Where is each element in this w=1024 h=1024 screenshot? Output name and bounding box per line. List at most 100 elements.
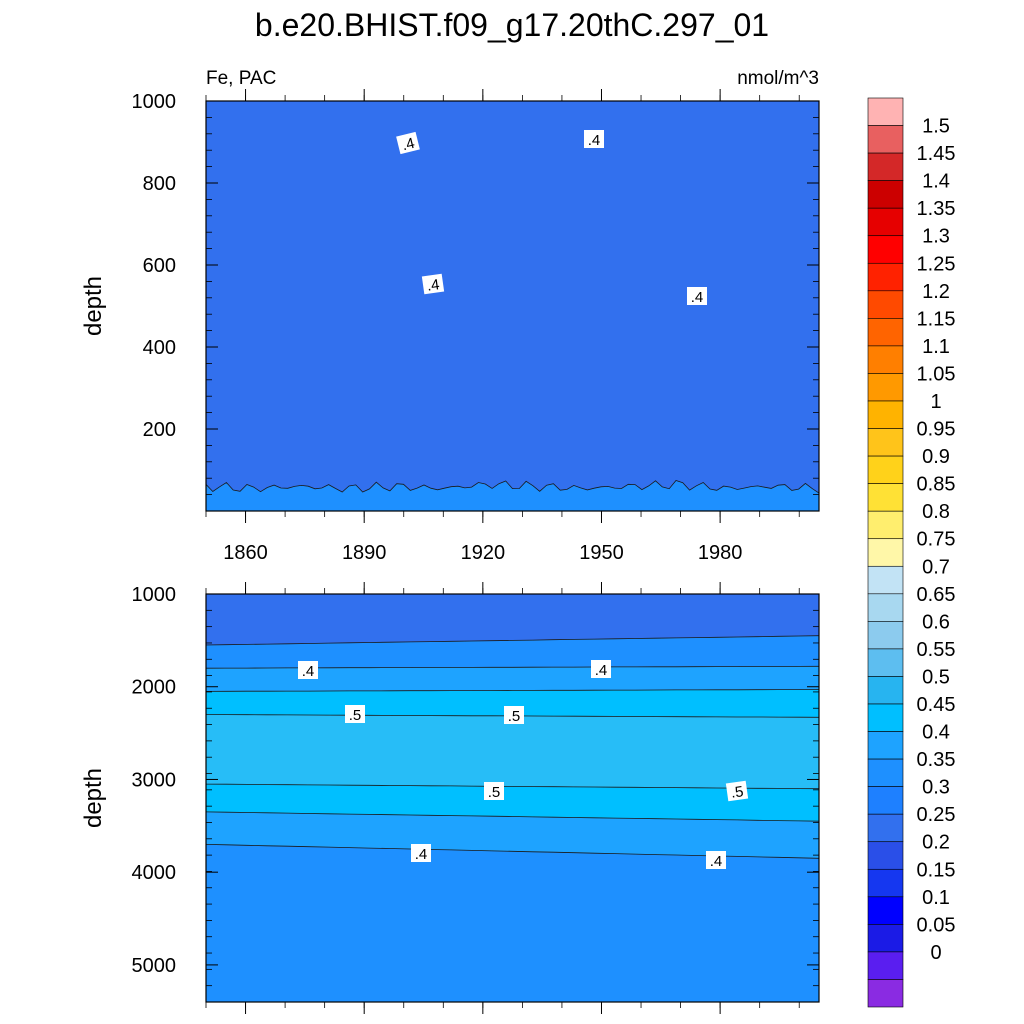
contour-label-text: .4 <box>710 853 723 870</box>
contour-label-text: .5 <box>730 783 745 802</box>
contour-label-bg <box>484 782 504 800</box>
colorbar-label: 0.85 <box>917 474 956 496</box>
colorbar-swatch <box>867 290 904 319</box>
colorbar-swatch <box>867 455 904 484</box>
y-tick-label: 2000 <box>132 677 177 699</box>
colorbar-swatch <box>867 235 904 264</box>
colorbar-label: 0.8 <box>922 501 950 523</box>
colorbar-swatch <box>867 97 904 126</box>
colorbar-label: 0.35 <box>917 749 956 771</box>
contour-label-text: .4 <box>595 662 608 679</box>
contour-line <box>206 689 819 692</box>
contour-label: .4 <box>584 130 604 149</box>
x-tick-label: 1980 <box>698 542 743 564</box>
x-tick-label: 1890 <box>342 542 387 564</box>
contour-label-bg <box>725 780 749 802</box>
variable-label: Fe, PAC <box>206 68 276 89</box>
colorbar-label: 1.45 <box>917 143 956 165</box>
colorbar-swatch <box>867 786 904 815</box>
colorbar-label: 0.25 <box>917 804 956 826</box>
lower-contour-panel: 1000 2000 3000 4000 5000 depth .4 .4 .5 .5 .5 .5 .4.… <box>80 582 820 1014</box>
x-tick-label: 1950 <box>579 542 624 564</box>
colorbar-swatch <box>867 731 904 760</box>
colorbar-label: 1.3 <box>922 226 950 248</box>
contour-label: .5 <box>725 780 749 802</box>
contour-label-text: .4 <box>691 289 704 306</box>
colorbar-swatch <box>867 345 904 374</box>
y-tick-label: 1000 <box>132 91 177 113</box>
colorbar-label: 0.75 <box>917 529 956 551</box>
contour-label: .4 <box>298 661 318 680</box>
colorbar-swatch <box>867 125 904 154</box>
colorbar: 1.5 1.45 1.4 1.35 1.3 1.25 1.2 1.15 1.1 1.05 1 0.95… <box>867 97 956 1008</box>
contour-line <box>206 783 819 790</box>
colorbar-label: 1.2 <box>922 281 950 303</box>
contour-label-text: .4 <box>588 132 601 149</box>
colorbar-label: 1 <box>930 391 941 413</box>
contour-label-bg <box>421 273 445 295</box>
contour-line <box>206 480 819 494</box>
colorbar-label: 1.15 <box>917 308 956 330</box>
colorbar-label: 1.05 <box>917 363 956 385</box>
contour-label-bg <box>504 706 524 724</box>
colorbar-label: 0.55 <box>917 639 956 661</box>
y-axis-label: depth <box>80 768 107 828</box>
contour-label-bg <box>591 660 611 678</box>
contour-label: .5 <box>504 706 524 725</box>
y-tick-label: 5000 <box>132 955 177 977</box>
y-tick-label: 400 <box>143 337 176 359</box>
colorbar-label: 0.65 <box>917 584 956 606</box>
colorbar-swatch <box>867 510 904 540</box>
colorbar-swatch <box>867 152 904 181</box>
contour-line <box>206 635 819 646</box>
colorbar-swatch <box>867 318 904 347</box>
colorbar-swatch <box>867 676 904 705</box>
colorbar-swatch <box>867 841 904 870</box>
colorbar-swatch <box>867 538 904 567</box>
contour-label-text: .4 <box>426 276 441 295</box>
colorbar-swatch <box>867 207 904 237</box>
y-tick-label: 800 <box>143 173 176 195</box>
contour-label-text: .4 <box>415 846 428 863</box>
contour-label-text: .5 <box>508 708 521 725</box>
colorbar-swatch <box>867 703 904 732</box>
colorbar-swatch <box>867 373 904 402</box>
contour-label-bg <box>411 844 431 862</box>
contour-label-bg <box>345 705 365 723</box>
contour-label-bg <box>706 851 726 869</box>
contour-label-bg <box>584 130 604 148</box>
colorbar-swatch <box>867 758 904 787</box>
contour-line <box>206 811 819 822</box>
colorbar-label: 1.35 <box>917 198 956 220</box>
colorbar-swatch <box>867 813 904 843</box>
colorbar-swatch <box>867 896 904 925</box>
colorbar-label: 0.6 <box>922 611 950 633</box>
x-tick-label: 1920 <box>461 542 506 564</box>
units-label: nmol/m^3 <box>737 68 819 89</box>
colorbar-label: 0.5 <box>922 666 950 688</box>
colorbar-swatch <box>867 593 904 622</box>
contour-label: .4 <box>591 660 611 679</box>
contour-band <box>206 844 819 1002</box>
contour-label: .4 <box>396 131 420 154</box>
contour-label: .4 <box>687 287 707 306</box>
colorbar-swatch <box>867 924 904 953</box>
colorbar-label: 0.45 <box>917 694 956 716</box>
plot-frame <box>205 100 820 512</box>
upper-contour-panel: 200 400 600 800 1000 1860 1890 1920 1950 1980 dept… <box>80 89 820 564</box>
colorbar-swatch <box>867 979 904 1008</box>
colorbar-label: 1.4 <box>922 171 950 193</box>
colorbar-swatch <box>867 483 904 512</box>
y-tick-label: 200 <box>143 419 176 441</box>
contour-label: .5 <box>484 782 504 801</box>
colorbar-swatch <box>867 951 904 980</box>
y-tick-label: 4000 <box>132 862 177 884</box>
colorbar-label: 0.4 <box>922 722 950 744</box>
colorbar-swatch <box>867 262 904 292</box>
colorbar-label: 0.1 <box>922 887 950 909</box>
colorbar-label: 0.7 <box>922 556 950 578</box>
colorbar-swatch <box>867 621 904 650</box>
colorbar-swatch <box>867 565 904 595</box>
y-axis-label: depth <box>80 276 107 336</box>
